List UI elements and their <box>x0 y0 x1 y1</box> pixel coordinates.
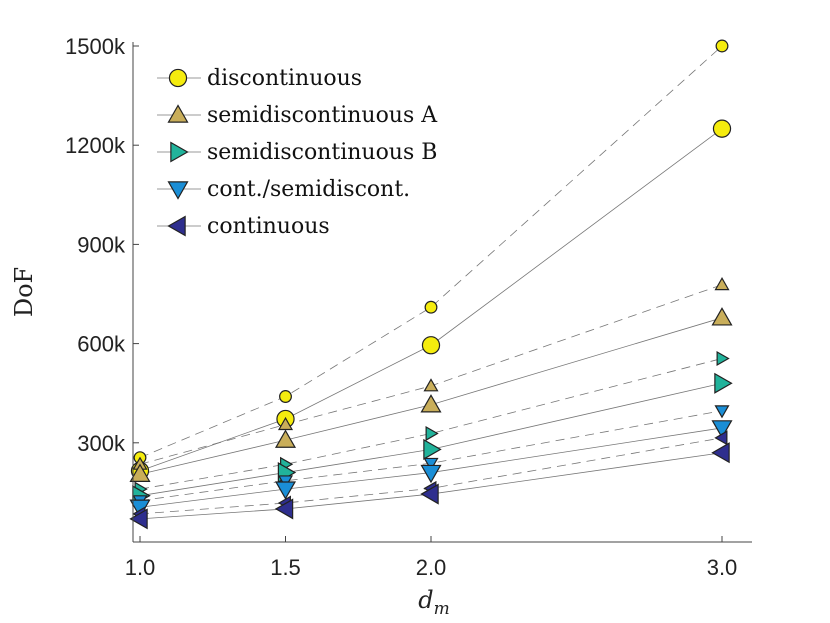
point-solid-semidiscontinuous-a-0 <box>129 463 151 482</box>
point-dashed-discontinuous-1 <box>279 390 292 403</box>
series-line-solid-discontinuous <box>139 128 723 472</box>
legend-marker-continuous <box>167 215 186 237</box>
point-solid-cont-semidiscont-1 <box>274 481 297 500</box>
y-tick-label: 300k <box>77 431 126 456</box>
point-solid-cont-semidiscont-3 <box>711 420 733 439</box>
point-dashed-semidiscontinuous-b-3 <box>716 350 730 367</box>
series-lines <box>139 45 723 520</box>
x-tick-label: 2.0 <box>416 555 447 580</box>
x-tick-label: 1.5 <box>270 555 301 580</box>
point-solid-cont-semidiscont-2 <box>420 464 442 484</box>
series-line-solid-semidiscontinuous-b <box>139 382 723 497</box>
point-dashed-discontinuous-2 <box>424 300 438 314</box>
point-dashed-semidiscontinuous-a-2 <box>423 378 439 392</box>
ticks: 300k 600k 900k 1200k 1500k 1.0 1.5 2.0 3.0 <box>65 34 737 580</box>
legend-label-semidiscontinuous-b: semidiscontinuous B <box>207 140 437 165</box>
point-dashed-cont-semidiscont-2 <box>423 457 439 472</box>
legend-marker-cont-semidiscont <box>167 181 189 200</box>
legend: discontinuous semidiscontinuous A semidisc… <box>157 66 438 239</box>
legend-label-discontinuous: discontinuous <box>207 66 362 91</box>
x-axis-title-subscript: m <box>434 599 450 619</box>
legend-marker-semidiscontinuous-b <box>170 141 189 163</box>
point-solid-semidiscontinuous-a-2 <box>420 394 442 413</box>
y-tick-label: 1200k <box>65 133 126 158</box>
y-axis-title: DoF <box>10 267 38 317</box>
y-tick-label: 1500k <box>65 34 126 59</box>
point-solid-discontinuous-2 <box>421 336 441 355</box>
legend-label-semidiscontinuous-a: semidiscontinuous A <box>207 103 438 128</box>
point-dashed-cont-semidiscont-3 <box>714 405 730 419</box>
x-axis-title: dm <box>418 586 450 619</box>
series-line-solid-semidiscontinuous-a <box>139 317 723 475</box>
point-solid-continuous-1 <box>274 498 294 520</box>
legend-marker-discontinuous <box>168 68 188 88</box>
series-line-dashed-continuous <box>139 437 723 515</box>
legend-label-continuous: continuous <box>207 214 330 239</box>
series-line-solid-cont-semidiscont <box>139 427 723 508</box>
point-dashed-discontinuous-3 <box>715 39 729 53</box>
axes <box>132 42 752 543</box>
series-line-dashed-semidiscontinuous-a <box>139 284 723 465</box>
series-line-dashed-cont-semidiscont <box>139 410 723 502</box>
point-solid-semidiscontinuous-a-3 <box>711 307 733 326</box>
x-tick-label: 3.0 <box>707 555 738 580</box>
x-tick-label: 1.0 <box>125 555 156 580</box>
point-solid-semidiscontinuous-b-2 <box>423 438 442 460</box>
point-solid-semidiscontinuous-a-1 <box>274 429 297 448</box>
series-markers <box>129 39 733 530</box>
point-dashed-semidiscontinuous-b-2 <box>425 426 439 442</box>
series-line-solid-continuous <box>139 452 723 520</box>
point-solid-continuous-3 <box>711 442 730 464</box>
y-tick-label: 600k <box>77 332 126 357</box>
point-dashed-continuous-3 <box>714 430 728 446</box>
point-solid-continuous-2 <box>420 483 439 505</box>
point-solid-semidiscontinuous-b-3 <box>714 372 733 394</box>
legend-marker-semidiscontinuous-a <box>167 104 189 123</box>
point-solid-discontinuous-3 <box>712 119 732 138</box>
legend-label-cont-semidiscont: cont./semidiscont. <box>207 177 410 202</box>
y-tick-label: 900k <box>77 232 126 257</box>
point-dashed-semidiscontinuous-a-3 <box>714 277 730 291</box>
point-solid-continuous-0 <box>129 508 148 530</box>
series-line-dashed-discontinuous <box>139 45 723 459</box>
